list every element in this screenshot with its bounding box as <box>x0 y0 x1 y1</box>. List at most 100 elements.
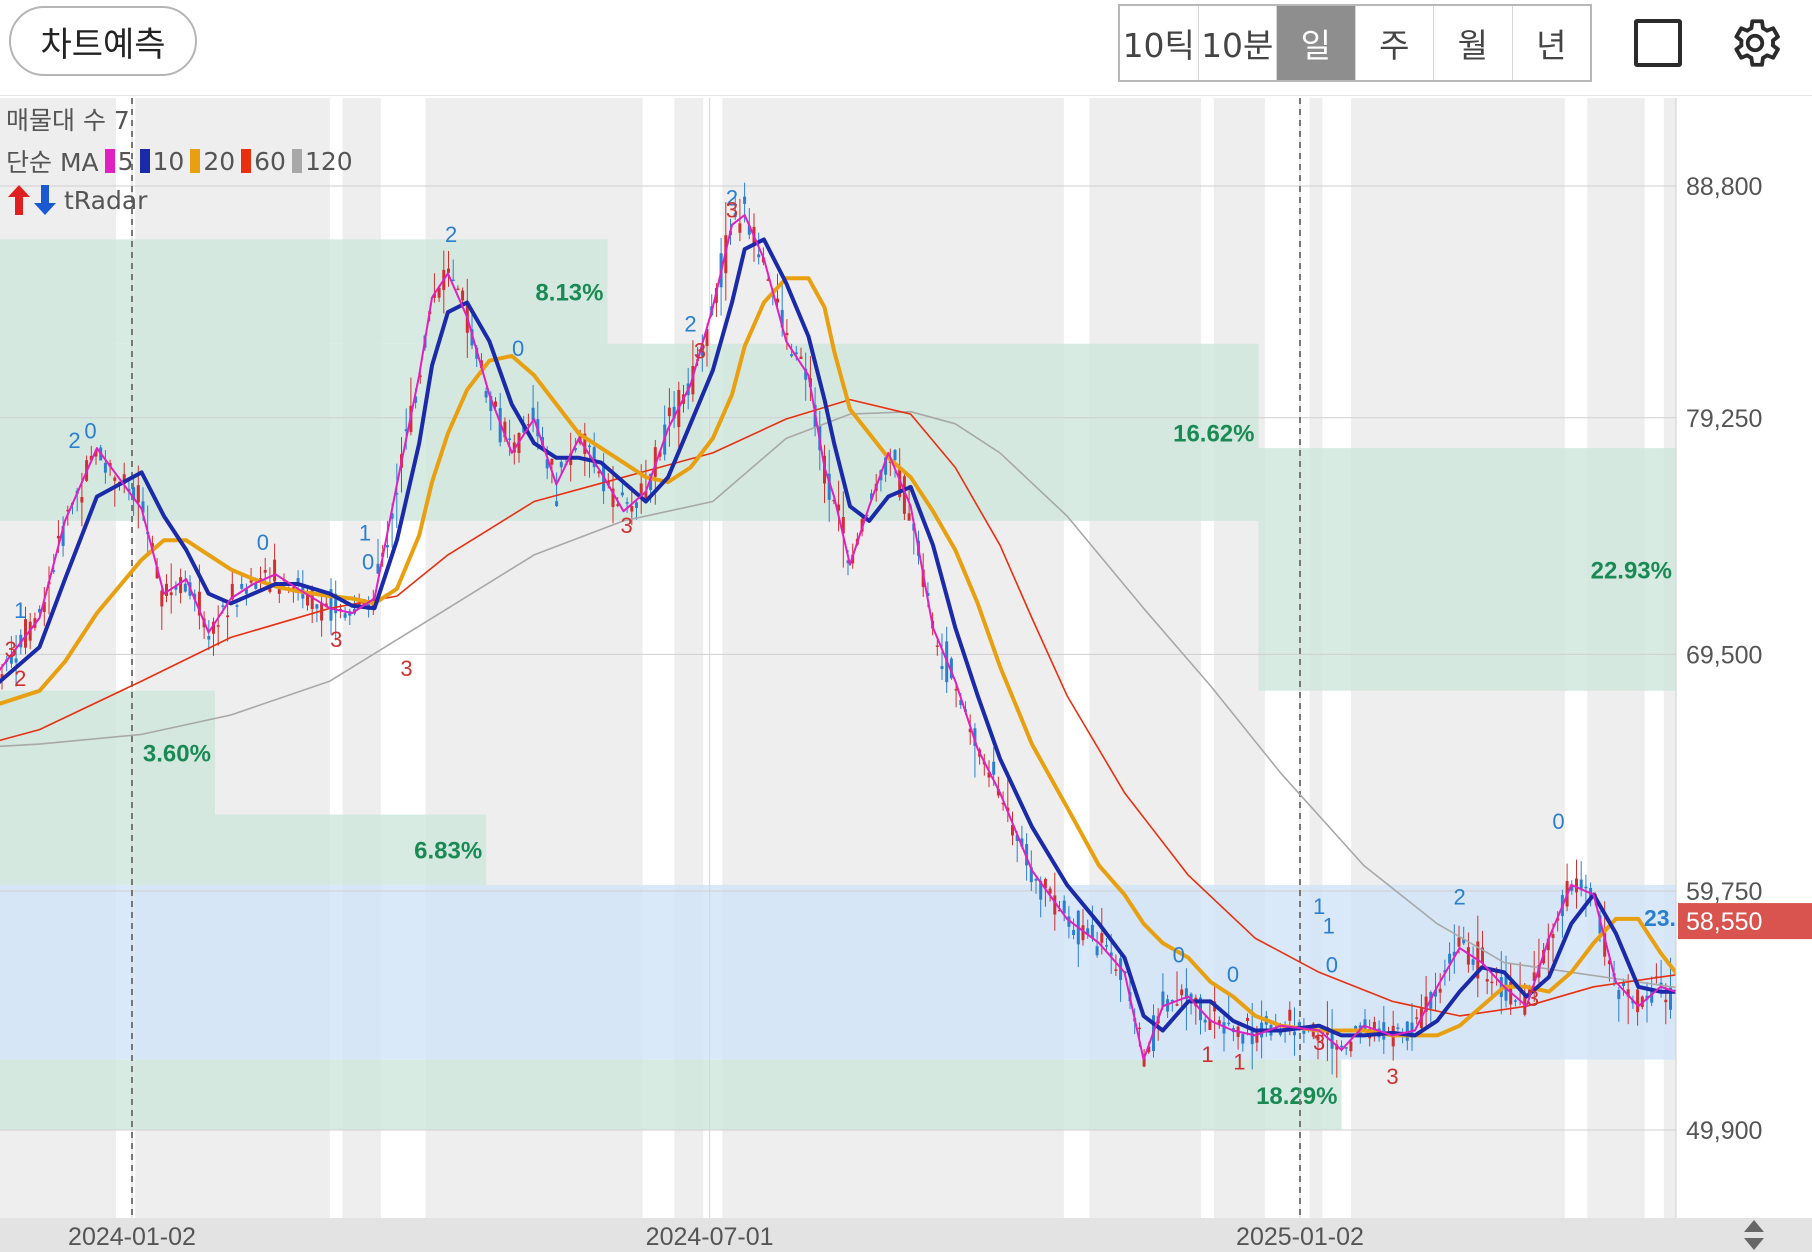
fullscreen-icon[interactable] <box>1634 19 1682 67</box>
candle-body <box>992 761 996 775</box>
candle-body <box>240 584 244 589</box>
gear-icon[interactable] <box>1726 14 1784 72</box>
candle-body <box>1363 1019 1367 1029</box>
candle-body <box>197 591 201 616</box>
ma20-label: 20 <box>203 146 236 176</box>
candle-body <box>249 580 253 583</box>
candle-body <box>639 483 643 494</box>
candle-body <box>616 504 620 506</box>
candle-body <box>1438 988 1442 993</box>
candle-body <box>1664 999 1668 1003</box>
candle-body <box>66 509 70 512</box>
period-tab-day[interactable]: 일 <box>1277 6 1356 80</box>
period-tab-year[interactable]: 년 <box>1536 26 1567 65</box>
signal-label: 2 <box>1453 884 1465 909</box>
candle-body <box>733 213 737 217</box>
candle-body <box>1293 1031 1296 1036</box>
signal-label: 0 <box>84 418 96 443</box>
period-tab-month[interactable]: 월 <box>1434 6 1513 80</box>
candle-body <box>484 391 488 398</box>
candle-body <box>155 566 159 579</box>
zone-percent-label: 18.29% <box>1256 1083 1337 1110</box>
candle-body <box>1349 1041 1353 1052</box>
signal-label: 1 <box>1313 894 1325 919</box>
candle-body <box>1250 1029 1254 1045</box>
candle-body <box>700 345 704 356</box>
ma-legend: 단순 MA 5 10 20 60 120 <box>6 143 353 179</box>
candle-body <box>1462 939 1466 944</box>
candle-body <box>1203 1019 1207 1023</box>
candle-body <box>1626 989 1630 997</box>
signal-label: 1 <box>1233 1049 1245 1074</box>
candle-body <box>635 502 638 508</box>
candle-body <box>385 545 389 548</box>
volume-profile-zone <box>0 343 1259 521</box>
ma-label: 단순 MA <box>6 148 99 177</box>
chart-predict-button[interactable]: 차트예측 <box>9 6 197 76</box>
candle-body <box>559 461 563 468</box>
price-tick-label: 59,750 <box>1686 878 1762 906</box>
candle-body <box>996 788 1000 796</box>
candle-body <box>1090 924 1094 938</box>
candle-body <box>169 592 173 596</box>
candle-body <box>799 356 803 360</box>
candle-body <box>987 772 991 778</box>
candle-body <box>893 449 897 460</box>
axis-resize-icon[interactable] <box>1744 1220 1764 1250</box>
toolbar-divider <box>0 95 1812 96</box>
candle-body <box>954 689 958 691</box>
ma60-swatch <box>241 149 252 173</box>
ma5-swatch <box>104 149 115 173</box>
price-tick-label: 88,800 <box>1686 173 1762 201</box>
signal-label: 3 <box>726 198 738 223</box>
candle-body <box>207 636 211 640</box>
candle-body <box>1100 933 1104 943</box>
candle-body <box>1246 1017 1249 1022</box>
candle-body <box>804 368 808 380</box>
volume-profile-zone <box>1258 448 1676 691</box>
ma-60-line <box>0 398 1774 1017</box>
candle-body <box>230 583 234 600</box>
candle-body <box>1029 867 1033 883</box>
ma-20-line <box>0 276 1775 1038</box>
grid <box>0 98 1676 1218</box>
candle-body <box>404 429 408 432</box>
period-tab-10tick[interactable]: 10틱 <box>1120 6 1199 80</box>
candle-body <box>550 459 554 465</box>
up-arrow-icon <box>8 185 30 215</box>
period-tab-10min[interactable]: 10분 <box>1199 6 1277 80</box>
signal-label: 3 <box>5 637 17 662</box>
candle-body <box>667 407 671 417</box>
signal-label: 3 <box>1313 1030 1325 1055</box>
candle-body <box>1043 878 1047 889</box>
candle-body <box>705 329 709 347</box>
candle-body <box>136 485 140 503</box>
candle-body <box>334 593 338 614</box>
candle-body <box>935 645 939 647</box>
candle-body <box>592 447 596 468</box>
candle-body <box>9 654 13 664</box>
candle-body <box>884 457 888 475</box>
candle-body <box>757 254 761 258</box>
candle-body <box>1015 834 1019 842</box>
ma10-label: 10 <box>152 146 185 176</box>
period-tab-week[interactable]: 주 <box>1356 6 1434 80</box>
candle-body <box>1086 928 1090 935</box>
signal-label: 2 <box>684 312 696 337</box>
volume-profile-zone <box>0 1059 1342 1130</box>
candle-body <box>437 287 441 298</box>
candle-body <box>306 594 309 606</box>
volume-profile-zone <box>0 690 215 815</box>
date-axis-background <box>0 1218 1812 1252</box>
candle-body <box>1598 915 1602 934</box>
candle-body <box>832 499 836 502</box>
signal-label: 0 <box>362 549 374 574</box>
candle-body <box>841 517 845 534</box>
candle-body <box>390 513 394 519</box>
candle-body <box>38 608 42 613</box>
candle-body <box>1095 946 1099 956</box>
candle-body <box>1382 1022 1386 1040</box>
candle-body <box>644 491 648 503</box>
candle-body <box>1532 972 1536 981</box>
